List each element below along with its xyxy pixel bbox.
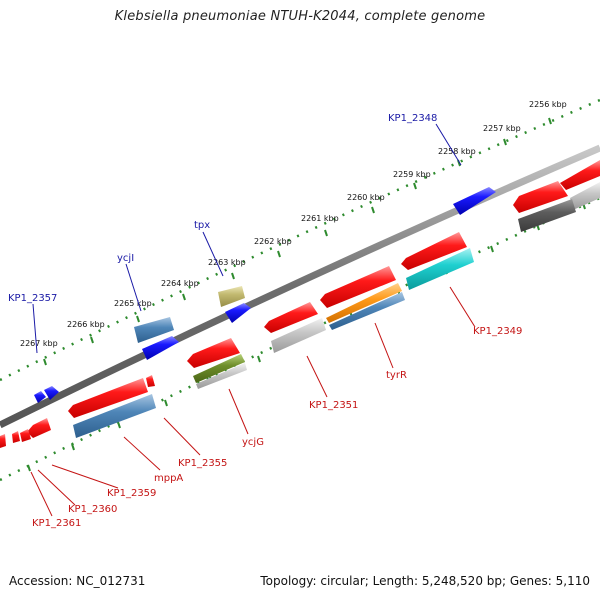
gene-left-edge: [0, 434, 6, 448]
leader-KP1-2348: [435, 123, 462, 166]
tick-label-2258: 2258 kbp: [438, 147, 476, 156]
tick-label-2265: 2265 kbp: [114, 299, 152, 308]
accession-text: Accession: NC_012731: [9, 574, 146, 588]
leader-ycjG: [228, 388, 249, 435]
plus-gene-labels: KP1_2348 tpx ycjI KP1_2357: [8, 113, 437, 304]
ruler-tick: [136, 315, 140, 323]
gene-ycjI: [142, 336, 179, 360]
inner-ruler-line: [0, 196, 600, 482]
tick-label-2266: 2266 kbp: [67, 320, 105, 329]
label-mppA: mppA: [154, 473, 183, 484]
leader-mppA: [123, 436, 161, 471]
leader-KP1-2361: [30, 471, 53, 517]
ruler-tick: [413, 182, 417, 190]
minus-label-leaders: [30, 286, 476, 517]
gene-KP1-2357-b: [44, 386, 59, 400]
ruler-tick: [90, 336, 94, 344]
label-KP1-2355: KP1_2355: [178, 458, 227, 469]
label-KP1-2351: KP1_2351: [309, 400, 358, 411]
minus-gene-labels: KP1_2349 tyrR KP1_2351 ycjG KP1_2355 mpp…: [32, 326, 522, 529]
tick-label-2263: 2263 kbp: [208, 258, 246, 267]
ruler-tick: [71, 443, 75, 451]
gene-red-mid: [320, 266, 396, 308]
ruler-tick: [324, 229, 328, 237]
gene-tyrR-orange: [326, 283, 402, 323]
label-KP1-2348: KP1_2348: [388, 113, 437, 124]
leader-KP1-2359: [51, 464, 119, 489]
ruler-tick: [548, 117, 552, 125]
gene-KP1-2351-red: [264, 302, 318, 333]
tick-label-2262: 2262 kbp: [254, 237, 292, 246]
gene-KP1-2360: [20, 429, 31, 442]
label-KP1-2360: KP1_2360: [68, 504, 117, 515]
gene-KP1-2361: [12, 431, 20, 443]
ruler-tick-labels: 2256 kbp 2257 kbp 2258 kbp 2259 kbp 2260…: [20, 100, 567, 348]
map-title: Klebsiella pneumoniae NTUH-K2044, comple…: [114, 9, 486, 24]
topology-text: Topology: circular; Length: 5,248,520 bp…: [260, 574, 590, 588]
plus-label-leaders: [32, 123, 462, 354]
tick-label-2260: 2260 kbp: [347, 193, 385, 202]
gene-KP1-2349-cyan: [406, 248, 474, 290]
tick-label-2256: 2256 kbp: [529, 100, 567, 109]
gene-ycjG-red: [187, 338, 240, 368]
gene-gray-right: [570, 182, 600, 210]
leader-KP1-2351: [306, 355, 328, 398]
gene-KP1-2349-red: [401, 232, 467, 270]
gene-KP1-2359: [27, 418, 51, 438]
ruler-tick: [43, 358, 47, 366]
gene-dark-right: [518, 199, 576, 232]
label-ycjI: ycjI: [117, 253, 134, 264]
gene-KP1-2355-red: [68, 378, 148, 418]
tick-label-2261: 2261 kbp: [301, 214, 339, 223]
gene-red-right-top: [560, 160, 600, 190]
label-ycjG: ycjG: [242, 437, 264, 448]
gene-KP1-2351-gray: [271, 318, 326, 353]
ruler-tick: [371, 206, 375, 214]
leader-tyrR: [374, 322, 394, 369]
leader-ycjI: [125, 263, 142, 312]
label-KP1-2349: KP1_2349: [473, 326, 522, 337]
gene-tpx: [225, 303, 251, 323]
gene-ycjI-steel: [134, 317, 174, 343]
gene-KP1-2357-a: [34, 391, 46, 403]
ruler-tick: [164, 399, 168, 407]
ruler-tick: [27, 464, 31, 472]
leader-KP1-2349: [449, 286, 476, 328]
plus-strand-genes: [34, 187, 496, 403]
gene-tyrR-steel: [329, 292, 405, 330]
gene-KP1-2355-small: [146, 375, 155, 387]
tick-label-2259: 2259 kbp: [393, 170, 431, 179]
label-tyrR: tyrR: [386, 370, 407, 381]
ruler-tick: [503, 138, 507, 146]
label-KP1-2359: KP1_2359: [107, 488, 156, 499]
genome-backbone: [0, 144, 600, 429]
gene-red-right: [513, 181, 568, 213]
gene-ycjG-olive: [193, 354, 245, 383]
tick-label-2257: 2257 kbp: [483, 124, 521, 133]
label-KP1-2357: KP1_2357: [8, 293, 57, 304]
leader-KP1-2357: [32, 303, 38, 354]
leader-KP1-2360: [37, 469, 76, 506]
tick-label-2264: 2264 kbp: [161, 279, 199, 288]
gene-khaki: [218, 286, 245, 307]
minus-strand-genes: [0, 160, 600, 448]
ruler-tick: [277, 250, 281, 258]
ruler-tick: [257, 355, 261, 363]
label-tpx: tpx: [194, 220, 210, 231]
tick-label-2267: 2267 kbp: [20, 339, 58, 348]
ruler-tick: [182, 293, 186, 301]
gene-ycjG-gray: [196, 363, 247, 389]
leader-tpx: [202, 231, 224, 277]
ruler-tick: [117, 421, 121, 429]
gene-mppA-steel: [73, 394, 156, 438]
gene-KP1-2348: [453, 187, 496, 215]
label-KP1-2361: KP1_2361: [32, 518, 81, 529]
ruler-tick: [490, 245, 494, 253]
ruler-tick: [231, 272, 235, 280]
leader-KP1-2355: [163, 417, 201, 456]
